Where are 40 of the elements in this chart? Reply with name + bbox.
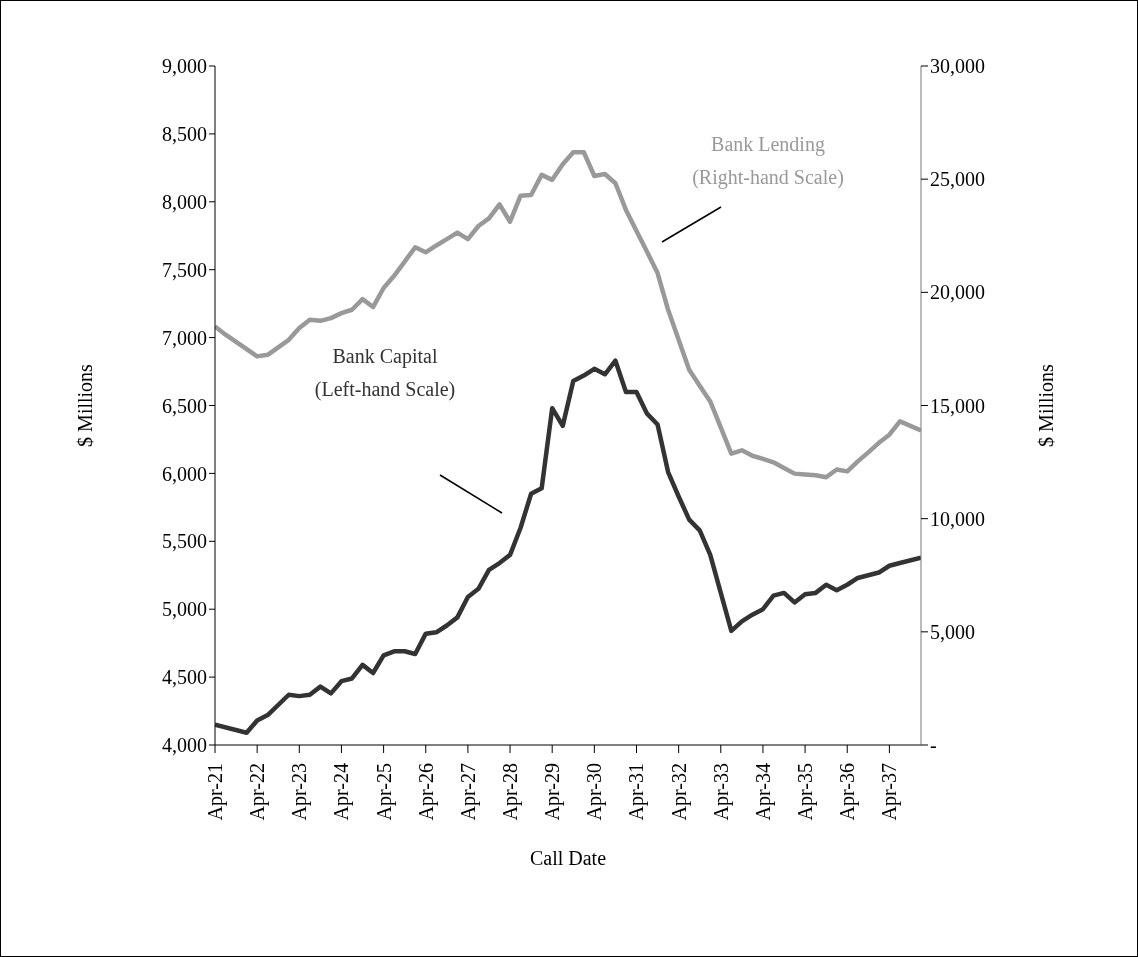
y2-tick-label: 15,000 (930, 394, 985, 417)
x-tick-label: Apr-26 (414, 763, 438, 821)
y-tick-label: 8,000 (162, 190, 207, 213)
y2-tick-label: 5,000 (930, 620, 975, 643)
y-tick-label: 9,000 (162, 55, 207, 78)
y-tick-label: 6,500 (162, 394, 207, 417)
x-tick-label: Apr-25 (372, 763, 396, 821)
x-tick-label: Apr-34 (751, 763, 775, 821)
x-tick-label: Apr-21 (204, 763, 227, 821)
y2-tick-label: 10,000 (930, 507, 985, 530)
x-tick-label: Apr-23 (288, 763, 312, 821)
x-tick-label: Apr-32 (667, 763, 691, 821)
x-tick-label: Apr-33 (709, 763, 733, 821)
x-tick-label: Apr-35 (794, 763, 818, 821)
y2-tick-label: 25,000 (930, 168, 985, 191)
x-tick-label: Apr-30 (583, 763, 607, 821)
x-tick-label: Apr-29 (541, 763, 565, 821)
text: Bank Lending (Right-hand Scale) (691, 132, 845, 191)
x-tick-label: Apr-37 (878, 763, 902, 821)
x-tick-label: Apr-31 (625, 763, 649, 821)
y2-tick-label: - (930, 734, 937, 757)
y-tick-label: 5,500 (162, 530, 207, 553)
y-tick-label: 8,500 (162, 123, 207, 145)
y-tick-label: 7,500 (162, 258, 207, 281)
text: Bank Capital (Left-hand Scale) (313, 344, 457, 403)
y-axis-title: $ Millions (74, 363, 97, 447)
y2-tick-label: 30,000 (930, 55, 985, 78)
y-tick-label: 6,000 (162, 462, 207, 485)
x-tick-label: Apr-22 (246, 763, 270, 821)
x-tick-label: Apr-36 (836, 763, 860, 821)
y2-axis-title: $ Millions (1035, 363, 1058, 447)
x-tick-label: Apr-28 (499, 763, 523, 821)
x-tick-label: Apr-27 (456, 763, 480, 821)
x-tick-label: Apr-24 (330, 763, 354, 821)
y-tick-label: 4,500 (162, 666, 207, 689)
x-axis-title: Call Date (529, 847, 607, 869)
y-tick-label: 5,000 (162, 598, 207, 621)
y2-tick-label: 20,000 (930, 281, 985, 304)
y-tick-label: 4,000 (162, 734, 207, 757)
y-tick-label: 7,000 (162, 326, 207, 349)
